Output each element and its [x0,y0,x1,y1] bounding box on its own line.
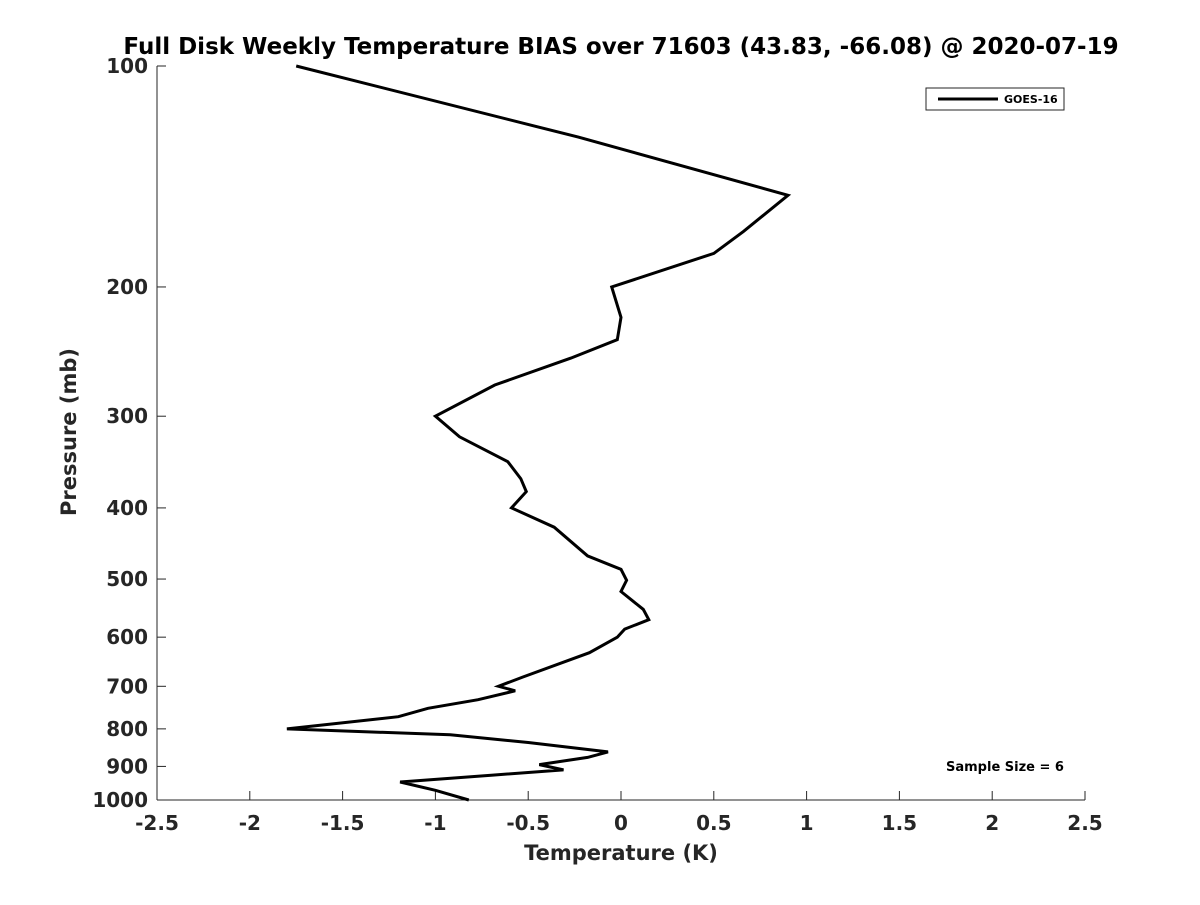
y-tick-label: 900 [106,754,148,778]
data-point [587,555,588,556]
data-point [507,461,508,462]
y-tick-label: 500 [106,567,148,591]
data-point [624,629,625,630]
y-tick-label: 100 [106,54,148,78]
plot-axes [156,66,1085,801]
y-axis-ticks: 100 200 300 400 500 600 700 800 900 1000 [92,54,166,812]
data-point [468,800,469,801]
data-point [427,708,428,709]
data-point [621,569,622,570]
data-point [563,769,564,770]
data-point [398,716,399,717]
x-axis-label: Temperature (K) [524,841,718,865]
y-tick-label: 300 [106,404,148,428]
data-point [608,751,609,752]
data-point [587,757,588,758]
x-tick-label: -2 [239,811,261,835]
legend-label-goes-16: GOES-16 [1004,93,1058,106]
y-tick-label: 700 [106,674,148,698]
y-tick-label: 600 [106,625,148,649]
data-point [713,253,714,254]
data-point [570,358,571,359]
x-tick-label: 2 [985,811,999,835]
data-point [400,781,401,782]
y-tick-label: 800 [106,717,148,741]
data-point [621,317,622,318]
data-point [522,677,523,678]
y-tick-label: 400 [106,496,148,520]
x-tick-label: -1 [424,811,446,835]
data-point [626,580,627,581]
data-point [617,339,618,340]
x-tick-label: -1.5 [321,811,365,835]
data-point [621,591,622,592]
data-point [743,231,744,232]
data-point [554,527,555,528]
data-point [643,609,644,610]
series-layer [286,64,792,802]
y-tick-label: 1000 [92,788,148,812]
chart-title: Full Disk Weekly Temperature BIAS over 7… [123,34,1118,60]
data-point [435,790,436,791]
data-point [648,619,649,620]
legend: GOES-16 [925,87,1065,111]
x-tick-label: 2.5 [1067,811,1102,835]
data-point [492,775,493,776]
data-point [578,137,579,138]
data-point [286,728,287,729]
data-point [526,491,527,492]
x-axis-ticks: -2.5 -2 -1.5 -1 -0.5 0 0.5 1 1.5 2 2.5 [135,791,1103,835]
x-tick-label: -2.5 [135,811,179,835]
y-tick-label: 200 [106,275,148,299]
data-point [435,416,436,417]
data-point [296,66,297,67]
data-point [611,286,612,287]
data-point [539,764,540,765]
data-point [494,384,495,385]
y-axis-label: Pressure (mb) [57,348,81,516]
x-tick-label: 0 [614,811,628,835]
data-point [617,637,618,638]
data-point [520,478,521,479]
data-point [511,507,512,508]
data-point [498,686,499,687]
data-point [528,742,529,743]
data-point [459,436,460,437]
sample-size-annotation: Sample Size = 6 [946,760,1064,775]
data-point [450,734,451,735]
x-tick-label: 1.5 [882,811,917,835]
data-point [589,652,590,653]
data-point [788,195,789,196]
x-tick-label: 0.5 [696,811,731,835]
series-line-goes-16 [286,64,792,802]
x-tick-label: 1 [800,811,814,835]
data-point [515,690,516,691]
x-tick-label: -0.5 [506,811,550,835]
data-point [478,699,479,700]
